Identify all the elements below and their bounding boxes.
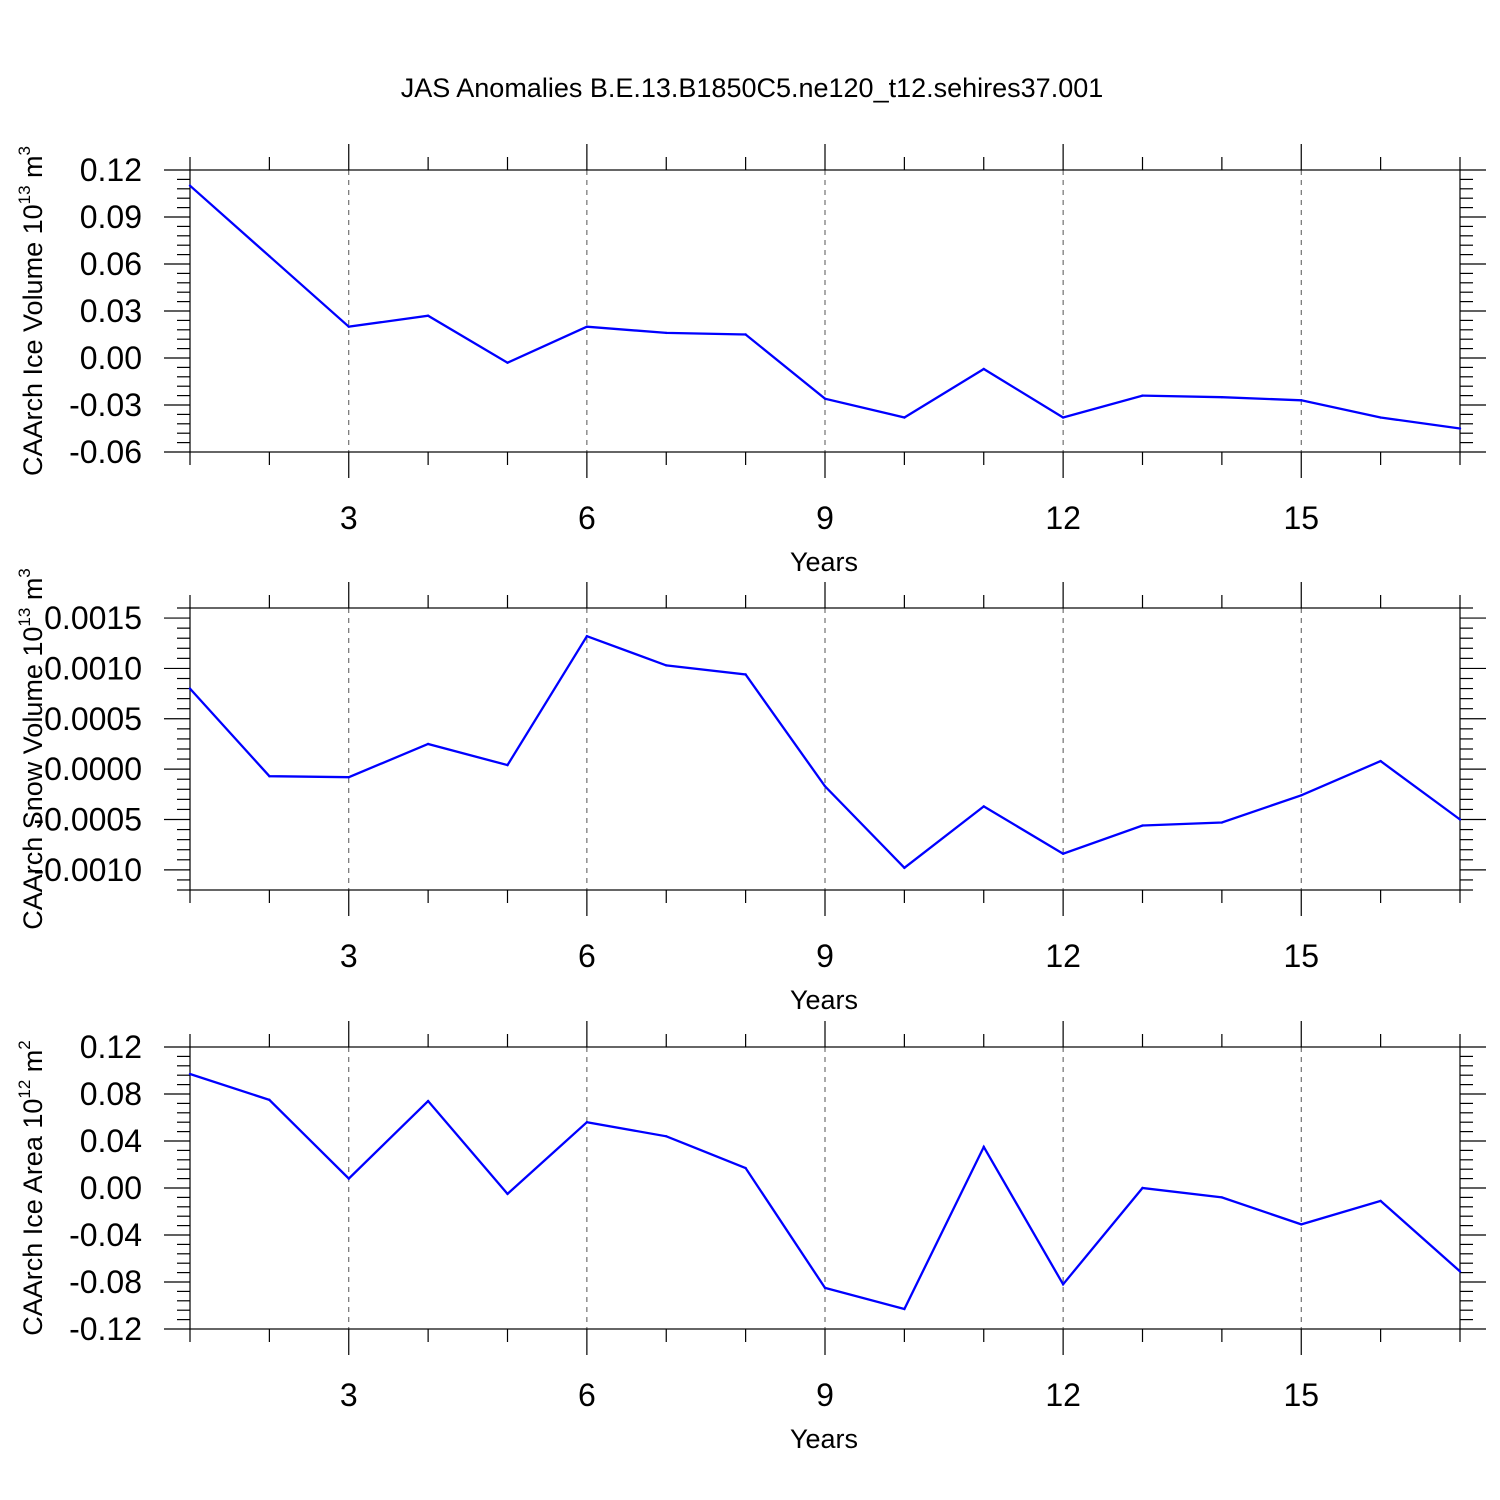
x-axis-label: Years (790, 1424, 858, 1454)
y-tick-label: 0.0015 (44, 600, 142, 636)
data-point (585, 325, 589, 328)
data-point (426, 1099, 430, 1103)
x-tick-label: 6 (578, 938, 596, 974)
y-tick-label: -0.03 (69, 387, 142, 423)
y-tick-label: 0.03 (80, 293, 142, 329)
panel-2: 3 6 9 12 15 0.0015 0.0010 0.0005 0.0000 -0.0005 -0… (15, 568, 1486, 1015)
data-point (426, 314, 430, 317)
data-point (1061, 1283, 1065, 1286)
data-point (426, 742, 430, 746)
data-point (823, 785, 827, 788)
data-point (903, 866, 906, 870)
data-point (506, 1192, 509, 1196)
y-tick-label: -0.12 (69, 1311, 142, 1347)
data-point (1300, 794, 1303, 797)
data-point (982, 367, 985, 371)
data-point (1458, 1270, 1462, 1273)
data-point (347, 776, 350, 779)
x-tick-label: 6 (578, 500, 596, 536)
data-point (1458, 427, 1462, 430)
y-tick-label: 0.09 (80, 199, 142, 235)
x-tick-label: 9 (816, 500, 834, 536)
data-point (188, 184, 192, 187)
y-tick-label: 0.0000 (44, 751, 142, 787)
data-point (1141, 394, 1144, 397)
x-tick-label: 9 (816, 938, 834, 974)
y-axis-label: CAArch Snow Volume 1013 m3 (15, 568, 48, 930)
data-point (268, 254, 271, 258)
data-point (188, 1072, 192, 1076)
data-point (823, 397, 827, 400)
data-point (1379, 416, 1382, 419)
y-tick-label: -0.08 (69, 1264, 142, 1300)
data-point (268, 1098, 271, 1102)
data-point (1141, 1186, 1144, 1190)
x-tick-label: 3 (340, 938, 358, 974)
data-point (347, 1177, 350, 1180)
x-tick-label: 12 (1045, 1377, 1081, 1413)
data-point (982, 1145, 985, 1149)
data-point (744, 1166, 747, 1170)
y-tick-label: 0.12 (80, 1029, 142, 1065)
data-point (506, 763, 509, 767)
data-point (347, 325, 350, 328)
x-tick-label: 12 (1045, 938, 1081, 974)
x-axis-label: Years (790, 547, 858, 577)
y-tick-label: -0.06 (69, 434, 142, 470)
x-tick-label: 3 (340, 500, 358, 536)
data-point (1458, 818, 1462, 821)
x-tick-label: 9 (816, 1377, 834, 1413)
data-point (1220, 395, 1224, 399)
x-tick-label: 15 (1283, 1377, 1319, 1413)
data-point (903, 1307, 906, 1311)
y-tick-label: 0.00 (80, 1170, 142, 1206)
data-point (1220, 1196, 1224, 1199)
y-tick-label: 0.00 (80, 340, 142, 376)
y-tick-label: -0.0005 (33, 802, 142, 838)
data-point (665, 331, 668, 335)
data-point (268, 774, 271, 778)
x-tick-label: 15 (1283, 938, 1319, 974)
data-point (1300, 1223, 1303, 1226)
y-tick-label: 0.04 (80, 1123, 142, 1159)
panel-1: 3 6 9 12 15 0.12 0.09 0.06 0.03 0.00 -0.03 -0.06 Yea… (15, 144, 1486, 577)
data-point (1220, 821, 1224, 824)
data-point (1061, 416, 1065, 419)
y-axis-label: CAArch Ice Volume 1013 m3 (15, 146, 48, 476)
data-point (744, 673, 747, 676)
x-tick-label: 15 (1283, 500, 1319, 536)
data-point (1379, 1199, 1382, 1203)
y-tick-label: 0.0010 (44, 650, 142, 686)
x-axis-label: Years (790, 985, 858, 1015)
data-point (585, 1121, 589, 1124)
x-tick-label: 12 (1045, 500, 1081, 536)
y-tick-label: 0.08 (80, 1076, 142, 1112)
data-point (1061, 852, 1065, 855)
y-tick-label: 0.0005 (44, 701, 142, 737)
y-tick-label: 0.12 (80, 152, 142, 188)
chart-title: JAS Anomalies B.E.13.B1850C5.ne120_t12.s… (401, 73, 1104, 103)
data-point (744, 333, 747, 336)
y-tick-label: -0.0010 (33, 852, 142, 888)
y-tick-label: 0.06 (80, 246, 142, 282)
data-point (188, 687, 192, 690)
y-axis-label: CAArch Ice Area 1012 m2 (15, 1040, 48, 1336)
data-point (1300, 399, 1303, 402)
panel-3: 3 6 9 12 15 0.12 0.08 0.04 0.00 -0.04 -0.08 -0.12 Ye… (15, 1021, 1486, 1454)
data-point (585, 635, 589, 638)
y-tick-label: -0.04 (69, 1217, 142, 1253)
data-point (665, 1135, 668, 1138)
data-point (823, 1286, 827, 1290)
data-point (1379, 759, 1382, 763)
data-point (665, 664, 668, 667)
data-point (982, 805, 985, 808)
data-point (903, 416, 906, 419)
data-point (506, 361, 509, 364)
x-tick-label: 6 (578, 1377, 596, 1413)
x-tick-label: 3 (340, 1377, 358, 1413)
data-point (1141, 824, 1144, 827)
